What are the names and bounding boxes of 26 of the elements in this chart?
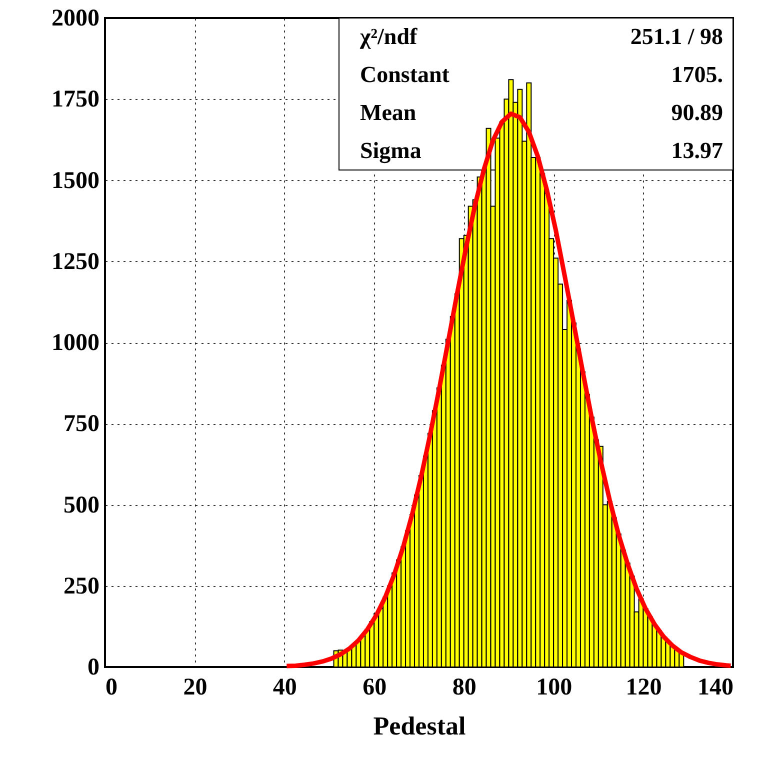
y-tick-label: 1750 — [52, 86, 100, 113]
annotation: 1705. — [671, 62, 723, 87]
annotation: 251.1 / 98 — [630, 24, 723, 49]
x-tick-label: 0 — [106, 674, 118, 700]
y-tick-label: 0 — [88, 654, 100, 680]
x-tick-label: 40 — [272, 674, 297, 700]
y-tick-label: 750 — [64, 411, 100, 438]
annotation: Sigma — [360, 138, 422, 164]
x-tick-label: 100 — [536, 674, 572, 700]
y-tick-label: 500 — [64, 492, 100, 518]
x-axis-title: Pedestal — [373, 712, 466, 740]
y-tick-label: 1000 — [52, 330, 100, 356]
y-tick-label: 1250 — [52, 248, 100, 275]
y-tick-label: 250 — [64, 573, 100, 600]
annotation: Mean — [360, 100, 416, 125]
x-tick-label: 20 — [183, 674, 208, 700]
y-tick-label: 2000 — [52, 6, 100, 32]
x-tick-label: 140 — [698, 674, 734, 700]
annotation: χ²/ndf — [359, 24, 418, 49]
x-tick-label: 60 — [362, 674, 387, 700]
x-tick-label: 80 — [452, 674, 476, 700]
y-tick-label: 1500 — [52, 168, 100, 194]
x-tick-label: 120 — [626, 674, 662, 700]
annotation: 13.97 — [671, 138, 723, 163]
annotation: Constant — [360, 62, 450, 87]
annotation: 90.89 — [671, 100, 723, 125]
